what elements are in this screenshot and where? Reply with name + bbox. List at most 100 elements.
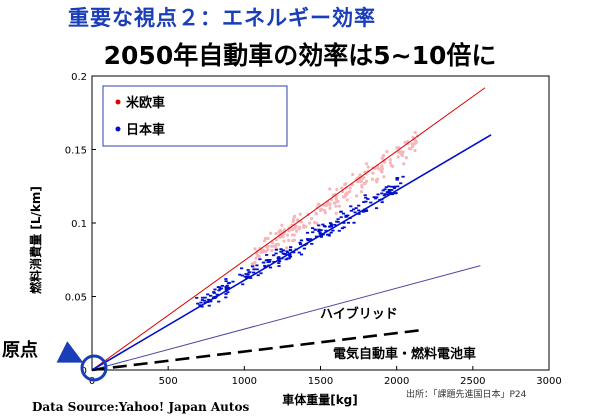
data-point-japan [401, 175, 405, 178]
data-point-us-eu [354, 194, 359, 198]
data-point-japan [375, 196, 379, 199]
data-point-japan [364, 209, 368, 212]
data-point-japan [310, 242, 314, 245]
data-point-japan [285, 251, 290, 254]
data-point-japan [309, 238, 313, 241]
data-point-us-eu [381, 153, 386, 158]
data-point-japan [279, 248, 283, 251]
data-point-japan [226, 282, 231, 285]
data-point-japan [206, 298, 211, 301]
data-point-japan [388, 189, 392, 192]
data-point-japan [305, 231, 310, 234]
data-point-japan [392, 186, 396, 188]
data-point-japan [213, 288, 217, 291]
data-point-us-eu [377, 167, 381, 171]
data-point-japan [339, 216, 343, 219]
data-point-japan [217, 300, 221, 303]
data-point-japan [274, 252, 278, 255]
data-point-japan [302, 247, 306, 250]
data-point-japan [224, 280, 228, 283]
data-point-japan [268, 258, 272, 261]
data-point-japan [199, 301, 203, 304]
data-point-japan [344, 215, 348, 218]
data-point-japan [386, 191, 391, 194]
data-point-us-eu [308, 221, 312, 225]
data-point-us-eu [334, 200, 338, 204]
data-point-japan [337, 229, 341, 232]
data-point-japan [244, 273, 248, 275]
data-point-japan [288, 254, 292, 257]
data-point-japan [288, 248, 293, 251]
trend-line-us-eu [91, 87, 486, 371]
data-point-japan [215, 293, 219, 296]
data-point-us-eu [253, 247, 257, 251]
data-point-japan [207, 304, 211, 307]
data-point-japan [328, 222, 333, 224]
data-point-japan [220, 284, 224, 287]
data-point-japan [241, 283, 245, 286]
data-point-us-eu [316, 202, 320, 206]
data-point-japan [265, 254, 269, 256]
data-point-japan [339, 210, 343, 213]
ev-fcv-label: 電気自動車・燃料電池車 [333, 346, 476, 362]
data-point-japan [203, 296, 207, 299]
x-tick-label: 3000 [536, 376, 561, 387]
data-point-japan [249, 277, 253, 279]
trend-line-japan [91, 134, 492, 371]
data-point-japan [263, 265, 267, 268]
data-point-japan [323, 225, 327, 228]
legend-marker-us-eu [115, 99, 121, 105]
data-point-japan [317, 228, 321, 231]
data-point-japan [364, 196, 368, 199]
data-point-us-eu [385, 149, 389, 154]
data-point-japan [224, 285, 228, 288]
data-point-us-eu [282, 228, 286, 232]
data-point-japan [224, 278, 228, 280]
data-point-japan [278, 260, 282, 263]
data-point-japan [317, 230, 321, 233]
data-point-japan [226, 286, 231, 289]
data-point-japan [225, 284, 229, 287]
data-point-japan [239, 267, 244, 270]
data-point-japan [243, 275, 247, 278]
data-point-japan [380, 201, 384, 204]
data-point-us-eu [342, 195, 346, 199]
data-point-japan [306, 239, 310, 242]
data-point-japan [362, 201, 366, 203]
data-point-japan [200, 305, 204, 308]
data-point-japan [376, 193, 380, 196]
y-axis-title: 燃料消費量 [L/km] [28, 186, 43, 294]
data-point-japan [277, 262, 281, 264]
data-point-us-eu [328, 187, 332, 191]
data-point-us-eu [396, 150, 400, 154]
data-point-japan [274, 248, 278, 251]
data-point-us-eu [334, 211, 338, 215]
legend-box [102, 85, 288, 147]
data-point-us-eu [413, 148, 417, 153]
data-point-us-eu [411, 135, 415, 139]
data-point-us-eu [365, 179, 369, 183]
legend-marker-japan [115, 126, 121, 132]
data-point-us-eu [388, 158, 392, 162]
data-point-japan [319, 232, 323, 235]
data-point-japan [383, 193, 387, 196]
data-point-japan [342, 226, 346, 229]
data-point-japan [364, 210, 369, 212]
data-point-us-eu [290, 228, 295, 232]
legend: 米欧車 日本車 [102, 85, 288, 147]
data-point-us-eu [279, 230, 283, 234]
data-point-japan [390, 185, 394, 188]
data-point-us-eu [299, 220, 303, 224]
data-point-japan [357, 204, 361, 207]
data-point-japan [386, 193, 391, 196]
data-point-japan [196, 302, 200, 305]
data-point-japan [258, 258, 262, 261]
data-point-us-eu [269, 231, 273, 235]
data-point-japan [224, 293, 228, 295]
data-point-us-eu [382, 175, 386, 179]
data-point-japan [314, 235, 319, 238]
data-point-us-eu [370, 177, 374, 181]
data-point-japan [357, 209, 361, 212]
data-point-japan [297, 251, 301, 254]
data-point-us-eu [322, 208, 327, 212]
